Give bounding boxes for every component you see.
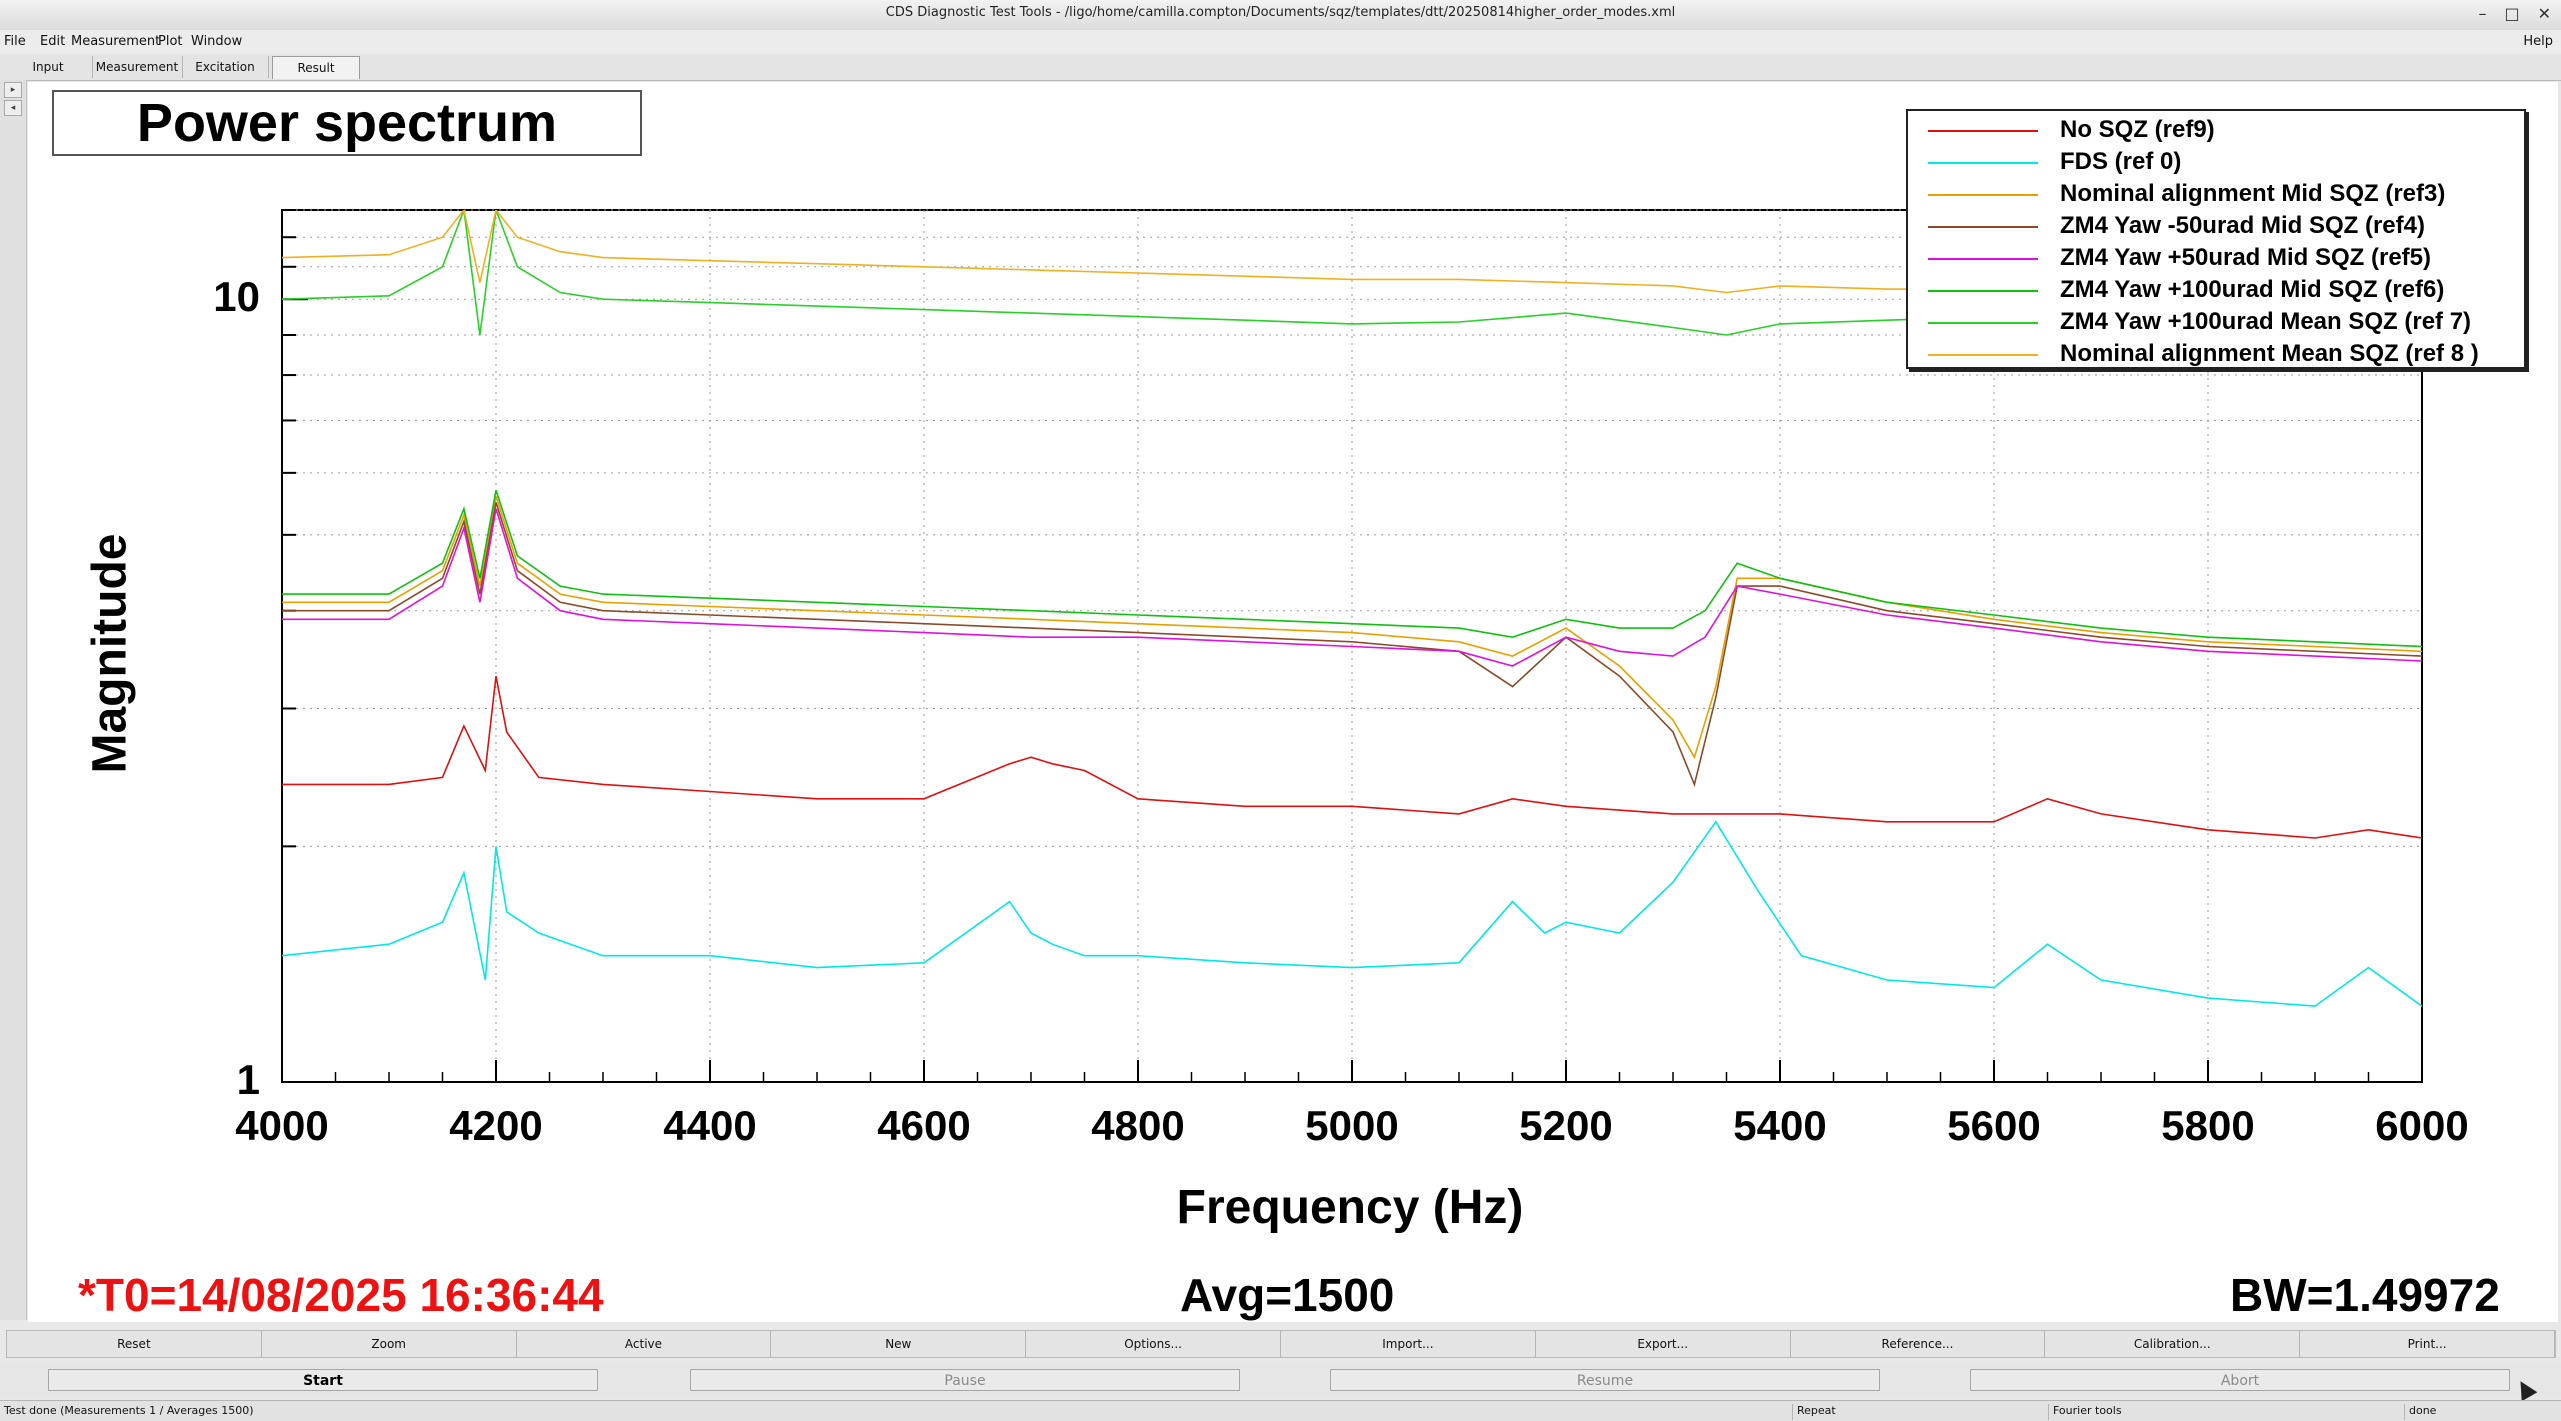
- y-tick-label: 1: [236, 1056, 260, 1103]
- legend-label: No SQZ (ref9): [2060, 116, 2215, 143]
- plot-button-row: Reset Zoom Active New Options... Import... Exp…: [6, 1330, 2556, 1358]
- legend-swatch: [1928, 226, 2038, 228]
- legend-entry: No SQZ (ref9): [1908, 115, 2528, 147]
- x-tick-label: 5400: [1733, 1102, 1827, 1149]
- legend-swatch: [1928, 130, 2038, 132]
- x-tick-label: 4400: [663, 1102, 757, 1149]
- series-line-1: [282, 820, 2422, 1007]
- pad-prev-arrow-icon[interactable]: ◂: [4, 100, 22, 116]
- x-tick-label: 5600: [1947, 1102, 2041, 1149]
- legend-entry: FDS (ref 0): [1908, 147, 2528, 179]
- menu-bar: File Edit Measurement Plot Window Help: [0, 30, 2561, 54]
- menu-file[interactable]: File: [4, 34, 26, 49]
- calibration-button[interactable]: Calibration...: [2045, 1331, 2301, 1357]
- tab-excitation[interactable]: Excitation: [182, 56, 269, 78]
- legend-label: Nominal alignment Mid SQZ (ref3): [2060, 180, 2446, 207]
- tab-input[interactable]: Input: [4, 56, 93, 78]
- menu-measurement[interactable]: Measurement: [71, 34, 161, 49]
- plot-pad-strip: ▸ ◂: [0, 80, 27, 1320]
- plot-series: [282, 210, 2422, 1007]
- x-tick-label: 4600: [877, 1102, 971, 1149]
- series-line-4: [282, 508, 2422, 667]
- menu-window[interactable]: Window: [191, 34, 243, 49]
- resume-button[interactable]: Resume: [1330, 1369, 1880, 1391]
- y-axis-label: Magnitude: [83, 533, 137, 774]
- legend-swatch: [1928, 194, 2038, 196]
- active-button[interactable]: Active: [517, 1331, 772, 1357]
- x-axis-label: Frequency (Hz): [1176, 1181, 1524, 1234]
- legend-label: ZM4 Yaw +100urad Mean SQZ (ref 7): [2060, 308, 2472, 335]
- tab-measurement[interactable]: Measurement: [92, 56, 183, 78]
- legend-swatch: [1928, 322, 2038, 324]
- series-line-3: [282, 502, 2422, 787]
- legend-label: ZM4 Yaw -50urad Mid SQZ (ref4): [2060, 212, 2425, 239]
- start-button[interactable]: Start: [48, 1369, 598, 1391]
- window-titlebar: CDS Diagnostic Test Tools - /ligo/home/c…: [0, 0, 2561, 31]
- legend-entry: Nominal alignment Mean SQZ (ref 8 ): [1908, 339, 2528, 371]
- control-row: Start Pause Resume Abort: [0, 1364, 2561, 1396]
- status-tools: Fourier tools: [2048, 1404, 2122, 1420]
- minimize-icon[interactable]: –: [2478, 4, 2487, 23]
- x-tick-label: 6000: [2375, 1102, 2469, 1149]
- export-button[interactable]: Export...: [1536, 1331, 1791, 1357]
- legend-label: FDS (ref 0): [2060, 148, 2182, 175]
- status-bar: Test done (Measurements 1 / Averages 150…: [0, 1400, 2561, 1421]
- zoom-button[interactable]: Zoom: [262, 1331, 517, 1357]
- menu-help[interactable]: Help: [2523, 34, 2553, 49]
- abort-button[interactable]: Abort: [1970, 1369, 2510, 1391]
- series-line-5: [282, 490, 2422, 648]
- maximize-icon[interactable]: □: [2504, 4, 2520, 23]
- pause-button[interactable]: Pause: [690, 1369, 1240, 1391]
- series-line-2: [282, 496, 2422, 760]
- legend-entry: ZM4 Yaw +50urad Mid SQZ (ref5): [1908, 243, 2528, 275]
- series-line-0: [282, 675, 2422, 839]
- print-button[interactable]: Print...: [2300, 1331, 2555, 1357]
- status-message: Test done (Measurements 1 / Averages 150…: [4, 1404, 254, 1417]
- x-tick-label: 5800: [2161, 1102, 2255, 1149]
- plot-legend[interactable]: No SQZ (ref9) FDS (ref 0) Nominal alignmen…: [1906, 109, 2526, 369]
- window-title: CDS Diagnostic Test Tools - /ligo/home/c…: [885, 5, 1676, 20]
- status-repeat: Repeat: [1792, 1404, 1836, 1420]
- reset-button[interactable]: Reset: [7, 1331, 262, 1357]
- tab-bar: Input Measurement Excitation Result: [0, 54, 2561, 81]
- x-tick-label: 4800: [1091, 1102, 1185, 1149]
- pad-next-arrow-icon[interactable]: ▸: [4, 82, 22, 98]
- legend-entry: Nominal alignment Mid SQZ (ref3): [1908, 179, 2528, 211]
- tab-result[interactable]: Result: [272, 56, 360, 79]
- legend-swatch: [1928, 290, 2038, 292]
- menu-plot[interactable]: Plot: [158, 34, 183, 49]
- x-tick-label: 4200: [449, 1102, 543, 1149]
- y-tick-label: 10: [213, 273, 260, 321]
- legend-label: Nominal alignment Mean SQZ (ref 8 ): [2060, 340, 2479, 367]
- options-button[interactable]: Options...: [1026, 1331, 1281, 1357]
- window-controls: – □ ✕: [2460, 4, 2551, 23]
- new-button[interactable]: New: [771, 1331, 1027, 1357]
- legend-swatch: [1928, 354, 2038, 356]
- x-tick-label: 5200: [1519, 1102, 1613, 1149]
- legend-entry: ZM4 Yaw +100urad Mean SQZ (ref 7): [1908, 307, 2528, 339]
- plot-ticks: [281, 209, 2423, 1083]
- legend-entry: ZM4 Yaw -50urad Mid SQZ (ref4): [1908, 211, 2528, 243]
- plot-title: Power spectrum: [52, 90, 642, 156]
- status-state: done: [2404, 1404, 2436, 1420]
- reference-button[interactable]: Reference...: [1791, 1331, 2046, 1357]
- t0-timestamp: *T0=14/08/2025 16:36:44: [78, 1269, 604, 1321]
- legend-swatch: [1928, 258, 2038, 260]
- bandwidth: BW=1.49972: [2230, 1269, 2500, 1321]
- x-tick-label: 5000: [1305, 1102, 1399, 1149]
- import-button[interactable]: Import...: [1281, 1331, 1536, 1357]
- legend-label: ZM4 Yaw +50urad Mid SQZ (ref5): [2060, 244, 2431, 271]
- average-count: Avg=1500: [1180, 1269, 1395, 1321]
- close-icon[interactable]: ✕: [2537, 4, 2551, 23]
- legend-swatch: [1928, 162, 2038, 164]
- legend-entry: ZM4 Yaw +100urad Mid SQZ (ref6): [1908, 275, 2528, 307]
- x-tick-label: 4000: [235, 1102, 329, 1149]
- menu-edit[interactable]: Edit: [40, 34, 66, 49]
- legend-label: ZM4 Yaw +100urad Mid SQZ (ref6): [2060, 276, 2445, 303]
